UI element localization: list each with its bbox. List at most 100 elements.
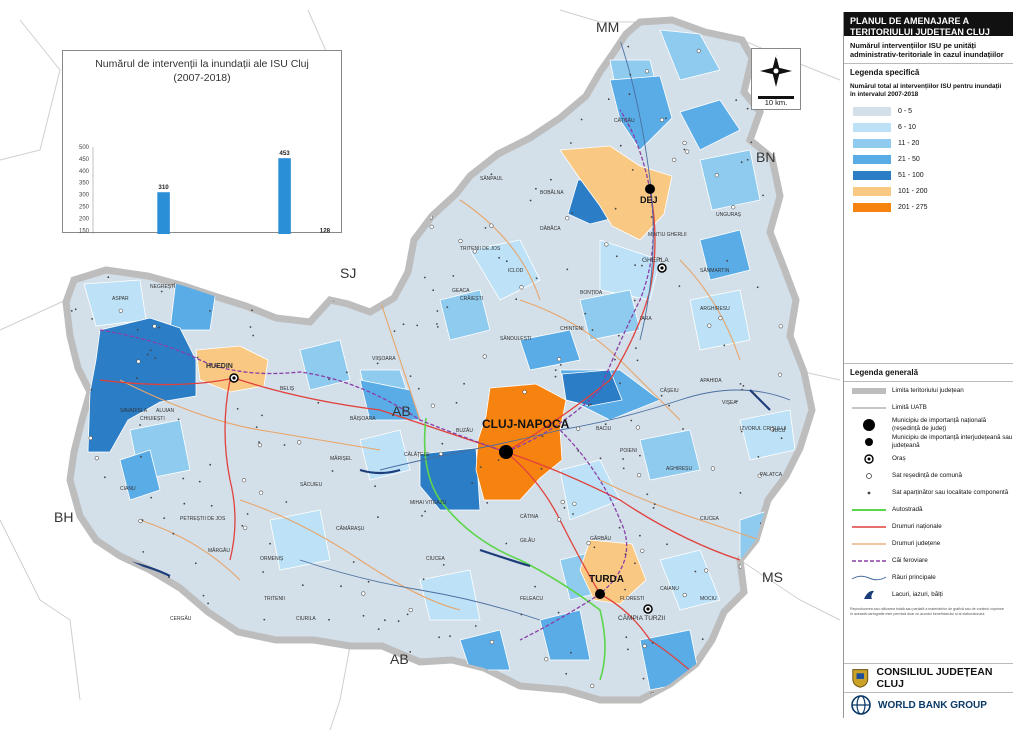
- village-dot: [636, 359, 639, 362]
- village-dot: [139, 424, 142, 426]
- legend-class-swatch: [852, 201, 892, 213]
- village-dot: [210, 504, 213, 507]
- commune-seat-dot: [590, 683, 595, 689]
- village-dot: [356, 33, 359, 36]
- village-dot: [127, 649, 130, 652]
- big-dot-icon: [863, 418, 875, 431]
- general-legend-label: Sat reședință de comună: [892, 471, 963, 479]
- village-dot: [554, 369, 557, 371]
- village-dot: [563, 506, 566, 509]
- village-dot: [799, 529, 802, 531]
- logo-world-bank: WORLD BANK GROUP: [844, 692, 1013, 718]
- village-dot: [488, 151, 491, 154]
- village-dot: [335, 670, 337, 673]
- village-dot: [433, 183, 436, 185]
- legend-class-row: 201 - 275: [844, 199, 1013, 215]
- village-dot: [74, 270, 77, 272]
- commune-seat-dot: [685, 149, 690, 154]
- commune-seat-dot: [233, 289, 238, 294]
- general-legend-row: Limită UATB: [850, 399, 1013, 416]
- village-dot: [798, 465, 801, 468]
- village-dot: [241, 524, 244, 527]
- panel-spacer: [844, 215, 1013, 363]
- commune-label: GÂRBĂU: [590, 535, 612, 542]
- general-legend-row: Autostradă: [850, 501, 1013, 518]
- commune-seat-dot: [136, 359, 141, 364]
- village-dot: [283, 444, 286, 446]
- chart-value-label: 128: [320, 228, 331, 234]
- village-dot: [617, 334, 620, 337]
- commune-seat-dot: [94, 456, 99, 461]
- commune-label: ARGHIRESU: [700, 306, 730, 312]
- tiny-dot-icon: [867, 491, 871, 494]
- legend-class-swatch: [852, 105, 892, 117]
- village-dot: [397, 620, 400, 623]
- commune-seat-dot: [522, 389, 527, 395]
- village-dot: [565, 672, 568, 675]
- village-dot: [591, 329, 594, 331]
- village-dot: [142, 551, 145, 553]
- village-dot: [772, 30, 774, 33]
- village-dot: [331, 470, 334, 472]
- village-dot: [604, 423, 607, 426]
- village-dot: [756, 286, 759, 289]
- general-legend-label: Căi feroviare: [892, 556, 928, 564]
- village-dot: [570, 142, 572, 144]
- village-dot: [629, 73, 632, 76]
- general-legend-label: Limită UATB: [892, 403, 927, 411]
- village-dot: [486, 502, 489, 504]
- village-dot: [530, 87, 533, 89]
- village-dot: [783, 564, 786, 566]
- commune-seat-dot: [106, 618, 111, 623]
- commune-label: AGHIREȘU: [666, 466, 693, 472]
- commune-labels: CĂȚCĂU MINTIU GHERLII UNGURAȘ BOBÂLNA ICLOD B…: [112, 117, 786, 622]
- gherla-label: GHERLA: [642, 257, 669, 264]
- village-dot: [253, 237, 256, 240]
- village-dot: [571, 212, 574, 214]
- legend-class-row: 0 - 5: [844, 103, 1013, 119]
- small-ring-icon: [866, 472, 872, 479]
- commune-label: GEACA: [452, 288, 470, 294]
- neighbour-mm: MM: [596, 19, 619, 35]
- village-dot: [273, 265, 276, 268]
- legend-class-row: 11 - 20: [844, 135, 1013, 151]
- village-dot: [317, 401, 320, 404]
- village-dot: [750, 141, 753, 144]
- chart-y-tick-label: 300: [79, 193, 90, 199]
- north-arrow-box: N 10 km.: [751, 48, 801, 110]
- village-dot: [328, 618, 330, 621]
- village-dot: [196, 356, 199, 359]
- commune-label: CERGĂU: [170, 615, 192, 622]
- commune-seat-dot: [800, 469, 806, 474]
- village-dot: [557, 611, 560, 614]
- commune-label: ALUIAN: [156, 408, 174, 414]
- village-dot: [624, 588, 626, 591]
- village-dot: [683, 148, 686, 151]
- lake-icon: [864, 590, 874, 599]
- legend-class-row: 21 - 50: [844, 151, 1013, 167]
- village-dot: [69, 355, 71, 358]
- commune-seat-dot: [778, 324, 783, 329]
- village-dot: [805, 597, 808, 600]
- village-dot: [631, 169, 634, 171]
- motorway: [423, 417, 606, 681]
- village-dot: [422, 578, 425, 581]
- railway-icon: [852, 559, 886, 562]
- village-dot: [104, 476, 106, 479]
- village-dot: [394, 281, 397, 284]
- village-dot: [739, 383, 742, 385]
- national-roads: [99, 189, 741, 681]
- village-dot: [136, 377, 138, 379]
- chart-title-line1: Numărul de intervenții la inundații ale …: [95, 58, 309, 70]
- village-dot: [504, 74, 507, 77]
- village-dot: [384, 619, 386, 622]
- village-dot: [580, 118, 583, 121]
- commune-seat-dot: [472, 249, 477, 254]
- village-dot: [285, 501, 288, 503]
- commune-seat-dot: [672, 157, 677, 162]
- commune-label: CĂTINA: [520, 513, 539, 520]
- village-dot: [262, 571, 264, 573]
- commune-label: CHIUIEȘTI: [140, 416, 165, 422]
- gherla-marker-center: [660, 266, 664, 270]
- village-dot: [622, 467, 625, 470]
